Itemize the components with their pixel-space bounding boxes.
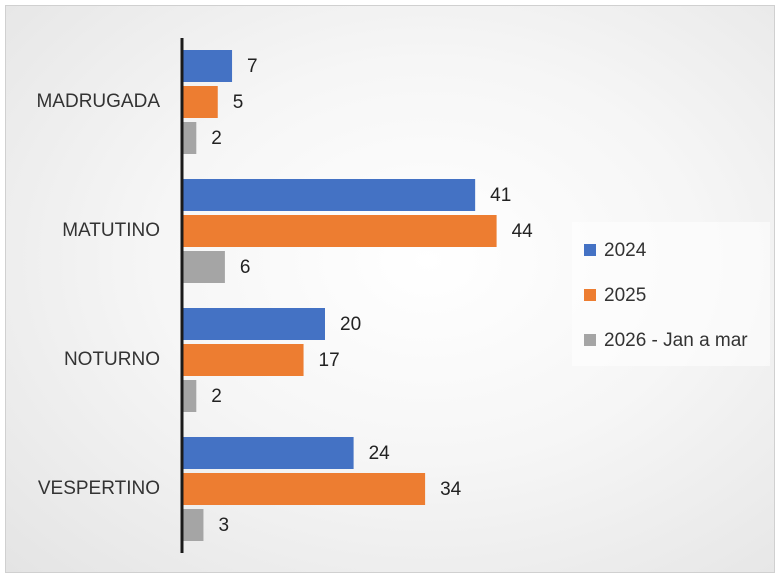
data-label: 24 — [369, 443, 391, 464]
data-label: 41 — [490, 185, 511, 206]
bar — [182, 473, 426, 505]
bar — [182, 215, 497, 247]
data-label: 20 — [340, 314, 361, 335]
category-label: MADRUGADA — [36, 91, 160, 112]
bar — [182, 308, 325, 340]
bar — [182, 86, 218, 118]
bar — [182, 50, 233, 82]
bar — [182, 179, 476, 211]
bar — [182, 380, 197, 412]
bar — [182, 344, 304, 376]
bar — [182, 437, 354, 469]
data-label: 6 — [240, 257, 251, 278]
data-label: 34 — [440, 479, 462, 500]
data-label: 17 — [319, 350, 340, 371]
legend-swatch — [584, 334, 596, 346]
data-label: 44 — [512, 221, 534, 242]
legend-label: 2024 — [604, 240, 647, 261]
category-label: NOTURNO — [64, 349, 160, 370]
legend-swatch — [584, 244, 596, 256]
bar — [182, 251, 225, 283]
legend-label: 2026 - Jan a mar — [604, 330, 748, 351]
data-label: 7 — [247, 56, 258, 77]
data-label: 2 — [211, 128, 222, 149]
category-label: MATUTINO — [62, 220, 160, 241]
data-label: 3 — [218, 515, 229, 536]
legend-swatch — [584, 289, 596, 301]
legend-label: 2025 — [604, 285, 646, 306]
legend-box — [572, 222, 770, 366]
category-label: VESPERTINO — [38, 478, 160, 499]
data-label: 2 — [211, 386, 222, 407]
bar — [182, 509, 204, 541]
data-label: 5 — [233, 92, 244, 113]
bar — [182, 122, 197, 154]
